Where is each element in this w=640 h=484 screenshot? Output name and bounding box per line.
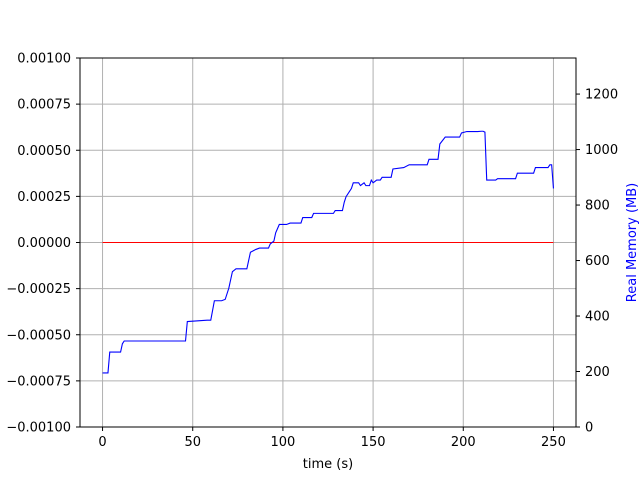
x-tick-label: 200 <box>451 435 476 450</box>
y-tick-label: −0.00075 <box>6 374 71 389</box>
y-tick-label: 0.00075 <box>17 98 71 113</box>
memory-series-line <box>102 130 554 374</box>
x-tick-label: 0 <box>98 435 106 450</box>
y-tick-label: −0.00025 <box>6 282 71 297</box>
series-layer <box>102 130 554 374</box>
y2-tick-label: 800 <box>585 199 610 214</box>
y-tick-label: −0.00100 <box>6 421 71 436</box>
y2-tick-label: 200 <box>585 365 610 380</box>
x-tick-label: 150 <box>361 435 386 450</box>
y2-tick-label: 400 <box>585 310 610 325</box>
y-tick-label: 0.00025 <box>17 190 71 205</box>
y2-tick-label: 1200 <box>585 88 618 103</box>
tick-layer: 0 50 100 150 200 250 −0.00100 −0.00075 −0.00050 −… <box>6 52 618 451</box>
y-tick-label: −0.00050 <box>6 328 71 343</box>
y-tick-label: 0.00000 <box>17 236 71 251</box>
x-tick-label: 50 <box>184 435 201 450</box>
y2-tick-label: 0 <box>585 421 593 436</box>
y2-tick-label: 1000 <box>585 143 618 158</box>
y2-tick-label: 600 <box>585 254 610 269</box>
y-tick-label: 0.00050 <box>17 144 71 159</box>
y-tick-label: 0.00100 <box>17 52 71 67</box>
x-tick-label: 100 <box>270 435 295 450</box>
y2-axis-label: Real Memory (MB) <box>625 183 640 302</box>
x-axis-label: time (s) <box>303 457 353 472</box>
x-tick-label: 250 <box>541 435 566 450</box>
